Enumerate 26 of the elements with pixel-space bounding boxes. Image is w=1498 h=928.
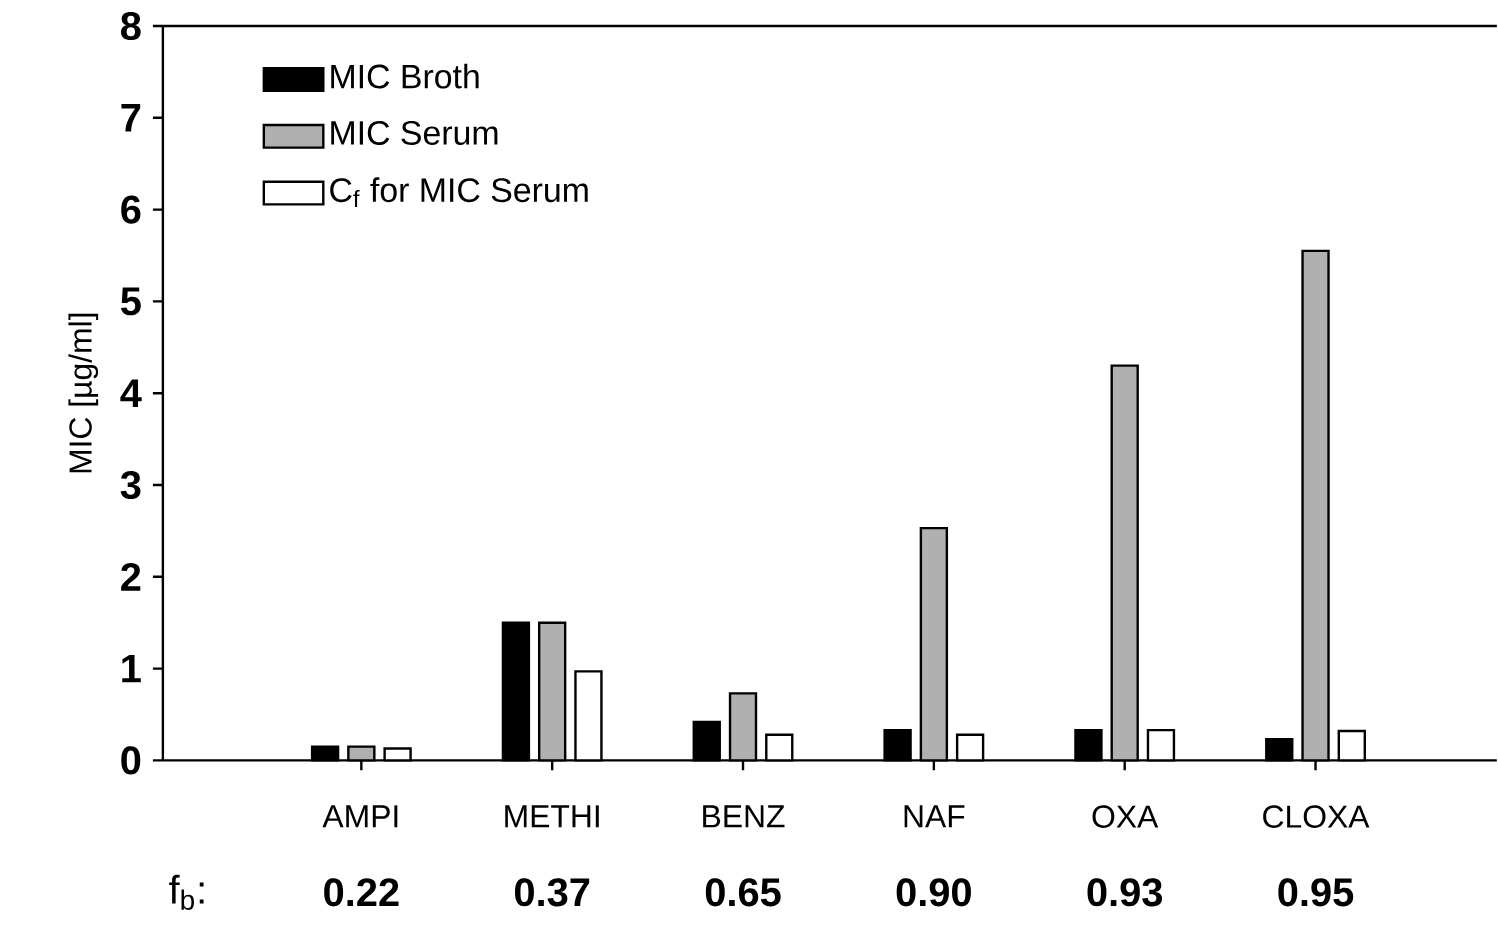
y-tick-label: 0 [121, 746, 141, 775]
y-tick-label: 2 [121, 562, 141, 591]
text: 0.95 [1278, 878, 1354, 907]
text: 0.65 [705, 878, 781, 907]
y-tick-label: 8 [121, 11, 141, 40]
legend-label: MIC Serum [331, 120, 498, 145]
x-tick-label: BENZ [703, 805, 785, 828]
y-tick-label: 4 [120, 379, 142, 407]
text: 0.37 [514, 878, 590, 907]
text: 0.90 [896, 878, 971, 907]
y-tick-label: 5 [120, 287, 141, 316]
y-axis-title: MIC [µg/ml] [68, 313, 99, 473]
legend-label: C$_{f}$ for MIC Serum [330, 177, 588, 207]
x-tick-label: OXA [1092, 805, 1159, 828]
x-tick-label: METHI [505, 805, 599, 828]
text: 0.93 [1087, 878, 1162, 907]
x-tick-label: CLOXA [1263, 805, 1370, 828]
y-tick-label: 6 [121, 195, 141, 224]
legend-label: MIC Broth [331, 63, 479, 89]
y-tick-label: 3 [120, 470, 141, 499]
text: 0.22 [324, 878, 399, 907]
x-tick-label: NAF [904, 805, 965, 828]
x-tick-label: AMPI [322, 805, 398, 828]
text: f$_{b}$: [169, 874, 204, 910]
y-tick-label: 7 [121, 103, 141, 132]
y-tick-label: 1 [122, 654, 141, 683]
